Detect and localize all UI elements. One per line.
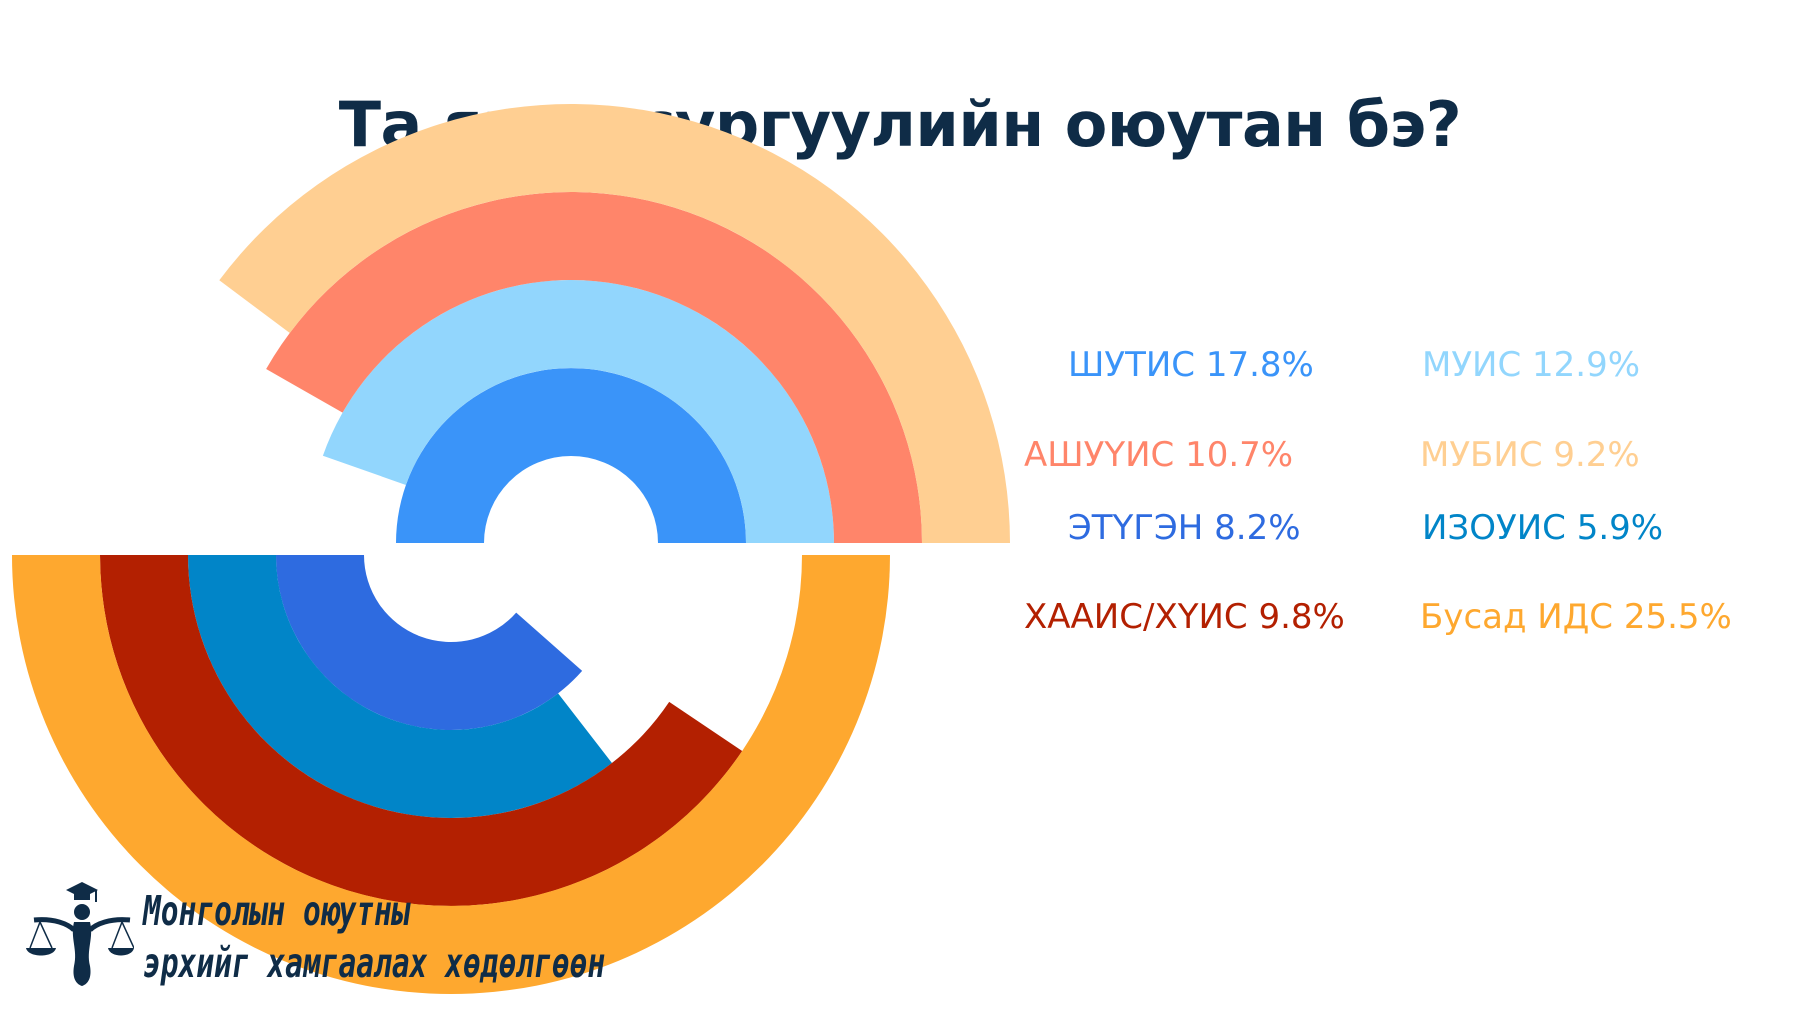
upper-ring-group [219,103,1011,544]
ring-segment-шутис [396,368,746,543]
legend-item-бусад-идс: Бусад ИДС 25.5% [1420,597,1732,637]
legend-item-мубис: МУБИС 9.2% [1420,435,1640,475]
legend-item-муис: МУИС 12.9% [1422,345,1641,385]
legend-item-ашуүис: АШУҮИС 10.7% [1024,435,1294,475]
ring-segment-изоуис [188,555,612,818]
lower-ring-group [12,555,890,994]
organization-name-line2: эрхийг хамгаалах хөдөлгөөн [143,939,606,987]
ring-segment-муис [322,280,834,543]
ring-segment-мубис [219,103,1011,544]
ring-segment-этүгэн [276,555,583,731]
legend-item-изоуис: ИЗОУИС 5.9% [1422,508,1664,548]
organization-name: Монголын оюутны эрхийг хамгаалах хөдөлгө… [143,885,605,989]
legend-item-шутис: ШУТИС 17.8% [1068,345,1314,385]
scales-of-justice-logo-icon [26,882,134,986]
legend-item-хааис-хүис: ХААИС/ХҮИС 9.8% [1024,597,1345,637]
ring-segment-ашуүис [266,192,922,543]
organization-name-line1: Монголын оюутны [143,887,410,935]
ring-segment-хааис-хүис [100,555,743,906]
legend-item-этүгэн: ЭТҮГЭН 8.2% [1068,508,1301,548]
ring-segment-бусад-идс [12,555,890,994]
